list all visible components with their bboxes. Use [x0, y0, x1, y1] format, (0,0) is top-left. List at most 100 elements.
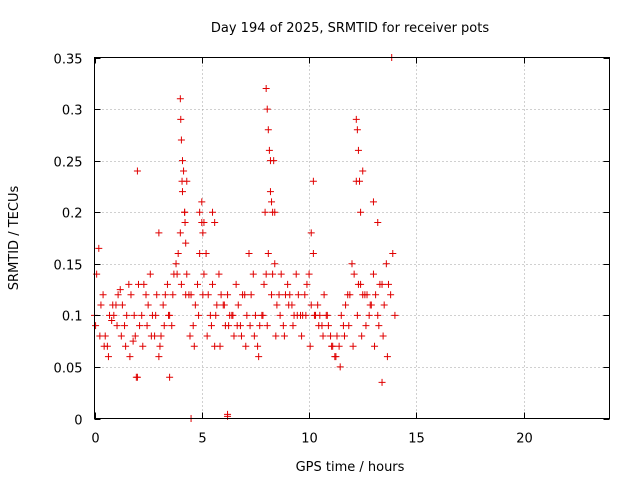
data-point: [108, 317, 116, 325]
y-axis-label: SRMTID / TECUs: [7, 186, 22, 291]
data-point: [333, 332, 341, 340]
data-point: [199, 291, 207, 299]
data-point: [129, 337, 137, 345]
chart-title: Day 194 of 2025, SRMTID for receiver pot…: [211, 21, 489, 36]
data-point: [251, 311, 259, 319]
data-point: [224, 410, 232, 418]
data-point: [234, 301, 242, 309]
data-point: [211, 219, 219, 227]
data-point: [336, 363, 344, 371]
data-point: [220, 301, 228, 309]
data-point: [365, 311, 373, 319]
data-point: [279, 322, 287, 330]
data-point: [146, 270, 154, 278]
data-point: [203, 332, 211, 340]
data-point: [104, 353, 112, 361]
data-point: [327, 332, 335, 340]
data-point: [245, 249, 253, 257]
data-point: [292, 270, 300, 278]
y-tick-label: 0.35: [54, 53, 83, 68]
data-point: [178, 188, 186, 196]
data-point: [342, 301, 350, 309]
data-point: [284, 280, 292, 288]
data-point: [99, 291, 107, 299]
data-point: [243, 311, 251, 319]
data-point: [155, 229, 163, 237]
y-tick-label: 0.05: [54, 362, 83, 377]
data-point: [177, 115, 185, 123]
y-tick-label: 0.15: [54, 259, 83, 274]
data-point: [165, 311, 173, 319]
data-point: [159, 301, 167, 309]
data-point: [114, 291, 122, 299]
axis-ticks: 0 0.05 0.1 0.15 0.2 0.25 0.3 0.35 0 5 10 15 20: [54, 53, 610, 447]
data-point: [309, 177, 317, 185]
data-point: [319, 332, 327, 340]
data-point: [172, 260, 180, 268]
data-point: [118, 301, 126, 309]
data-point: [229, 311, 237, 319]
data-point: [335, 342, 343, 350]
data-point: [183, 270, 191, 278]
data-point: [350, 270, 358, 278]
data-point: [271, 208, 279, 216]
data-point: [255, 353, 263, 361]
y-tick-label: 0.25: [54, 156, 83, 171]
data-point: [263, 322, 271, 330]
data-point: [131, 332, 139, 340]
y-tick-label: 0: [74, 414, 82, 429]
data-point: [264, 249, 272, 257]
data-point: [134, 280, 142, 288]
data-point: [374, 219, 382, 227]
data-point: [307, 229, 315, 237]
data-point: [374, 311, 382, 319]
data-point: [262, 84, 270, 92]
data-point: [133, 167, 141, 175]
data-point: [178, 157, 186, 165]
data-point: [132, 373, 140, 381]
data-point: [95, 244, 103, 252]
data-point: [266, 188, 274, 196]
data-point: [246, 322, 254, 330]
data-point: [224, 291, 232, 299]
data-point: [200, 270, 208, 278]
data-point: [354, 146, 362, 154]
data-point: [122, 342, 130, 350]
data-point: [387, 291, 395, 299]
data-point: [262, 270, 270, 278]
data-point: [110, 311, 118, 319]
data-point: [196, 208, 204, 216]
data-point: [259, 311, 267, 319]
data-point: [366, 301, 374, 309]
data-point: [116, 286, 124, 294]
data-point: [356, 177, 364, 185]
y-tick-label: 0.2: [62, 207, 83, 222]
x-tick-label: 10: [301, 432, 318, 447]
data-point: [190, 342, 198, 350]
data-point: [301, 291, 309, 299]
data-point: [340, 332, 348, 340]
data-point: [97, 301, 105, 309]
data-point: [391, 311, 399, 319]
data-point: [239, 291, 247, 299]
data-point: [152, 311, 160, 319]
data-point: [232, 280, 240, 288]
data-point: [286, 291, 294, 299]
data-point: [323, 311, 331, 319]
data-point: [113, 322, 121, 330]
data-point: [156, 342, 164, 350]
data-point: [359, 167, 367, 175]
data-point: [216, 342, 224, 350]
data-point: [181, 208, 189, 216]
data-point: [217, 291, 225, 299]
data-point: [174, 249, 182, 257]
data-point: [269, 270, 277, 278]
plot-frame: [94, 57, 610, 419]
x-tick-label: 0: [91, 432, 99, 447]
data-point: [126, 353, 134, 361]
data-point: [143, 322, 151, 330]
data-point: [160, 322, 168, 330]
data-point: [328, 342, 336, 350]
data-point: [353, 126, 361, 134]
